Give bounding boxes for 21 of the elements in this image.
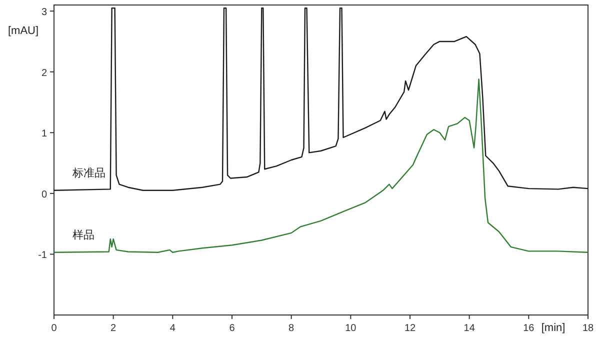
x-tick-label: 6 xyxy=(229,323,236,334)
line-series xyxy=(53,7,589,191)
y-tick-label: 3 xyxy=(41,7,48,18)
x-tick-label: 12 xyxy=(404,323,416,334)
x-tick-label: 18 xyxy=(582,323,594,334)
x-axis-title: [min] xyxy=(541,322,566,334)
line-series xyxy=(53,78,589,253)
series-label: 标准品 xyxy=(72,166,106,180)
y-tick-label: 0 xyxy=(41,189,48,200)
x-tick-label: 14 xyxy=(464,323,476,334)
x-tick-label: 16 xyxy=(523,323,535,334)
x-tick-label: 8 xyxy=(288,323,295,334)
x-tick-label: 2 xyxy=(110,323,117,334)
x-tick-label: 0 xyxy=(51,323,58,334)
x-tick-label: 10 xyxy=(345,323,357,334)
x-tick-label: 4 xyxy=(170,323,176,334)
y-tick-label: 2 xyxy=(41,68,48,79)
y-tick-label: -1 xyxy=(38,250,48,262)
series-label: 样品 xyxy=(72,228,95,242)
y-axis-title: [mAU] xyxy=(8,25,39,37)
y-tick-label: 1 xyxy=(41,128,48,140)
